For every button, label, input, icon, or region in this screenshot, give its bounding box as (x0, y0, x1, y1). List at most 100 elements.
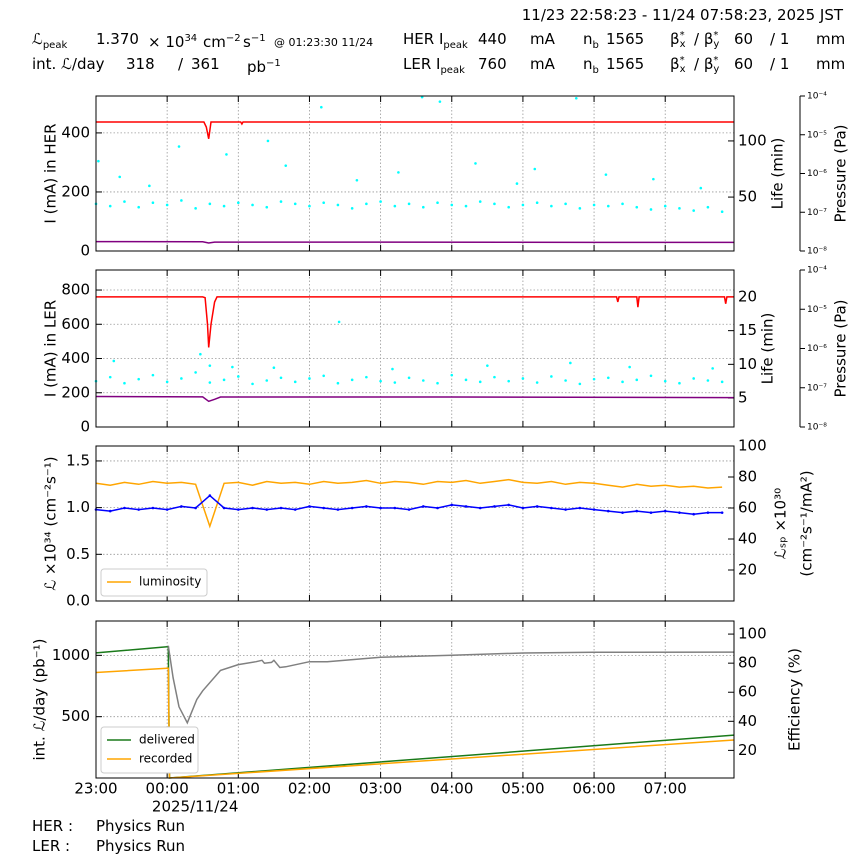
data-point (521, 377, 525, 380)
y-tick-label: 400 (61, 349, 90, 367)
y-tick-label: 0.0 (66, 592, 90, 610)
data-point (151, 373, 155, 377)
data-point (222, 378, 226, 382)
x-tick-label: 01:00 (217, 780, 260, 798)
data-point (478, 506, 482, 510)
data-point (265, 205, 269, 209)
data-point (322, 374, 325, 378)
data-point (564, 508, 567, 511)
data-point (464, 505, 468, 508)
data-point (720, 511, 724, 514)
data-point (237, 508, 240, 511)
data-point (486, 364, 489, 367)
data-point (493, 505, 496, 508)
data-point (450, 203, 454, 207)
data-point (578, 506, 582, 510)
data-point (379, 379, 382, 383)
data-point (606, 376, 610, 380)
y-tick-label: 800 (61, 281, 90, 299)
data-point (515, 182, 519, 185)
y2-axis-label: Life (min) (759, 313, 777, 385)
data-point (621, 511, 624, 514)
y-tick-label: 400 (61, 123, 90, 141)
data-point (194, 371, 197, 374)
data-point (194, 506, 197, 510)
data-point (222, 204, 226, 208)
y2-tick-label: 20 (738, 561, 757, 579)
data-point (265, 379, 269, 382)
data-point (308, 204, 311, 208)
data-point (706, 511, 710, 514)
data-point (535, 381, 539, 384)
data-point (592, 377, 596, 381)
data-point (678, 511, 681, 514)
data-point (720, 210, 724, 213)
data-point (108, 509, 112, 513)
y2-tick-label: 5 (738, 389, 748, 407)
data-point (564, 202, 567, 206)
data-point (507, 379, 510, 383)
series-group (94, 296, 735, 403)
data-point (165, 380, 169, 384)
data-point (606, 204, 610, 208)
data-point (137, 377, 140, 381)
data-point (550, 375, 553, 378)
y3-axis-label: Pressure (Pa) (832, 124, 850, 222)
data-point (350, 207, 354, 210)
data-point (436, 506, 439, 510)
data-point (251, 382, 254, 386)
y-tick-label: 0 (80, 242, 90, 260)
data-point (521, 203, 525, 207)
data-point (151, 506, 155, 510)
plot-frame (95, 620, 735, 779)
x-tick-label: 05:00 (501, 780, 544, 798)
data-point (222, 506, 226, 510)
y3-tick-label: 10⁻⁶ (807, 344, 827, 354)
y2-tick-label: 20 (738, 741, 757, 759)
series-line (95, 395, 735, 403)
data-point (450, 503, 454, 507)
y2-tick-label: 80 (738, 654, 757, 672)
data-point (464, 378, 468, 382)
data-point (422, 205, 425, 209)
series-line (95, 478, 723, 529)
y2-tick-label: 50 (738, 188, 757, 206)
data-point (225, 153, 228, 156)
data-point (493, 375, 496, 379)
series-group (94, 478, 724, 529)
data-point (265, 508, 269, 511)
data-point (678, 381, 681, 385)
data-point (112, 359, 116, 363)
data-point (606, 509, 610, 513)
data-point (393, 506, 397, 510)
data-point (355, 178, 359, 182)
data-point (208, 494, 212, 497)
series-line (95, 494, 723, 515)
data-point (678, 207, 681, 210)
data-point (393, 204, 397, 208)
y2-axis-label: Life (min) (769, 138, 787, 210)
x-tick-label: 07:00 (644, 780, 687, 798)
x-tick-label: 04:00 (430, 780, 473, 798)
data-point (720, 380, 724, 384)
y2-axis-label: (cm⁻²s⁻¹/mA²) (798, 470, 816, 576)
data-point (711, 367, 714, 370)
data-point (604, 173, 608, 176)
data-point (550, 506, 553, 510)
y-axis-label: int. ℒ/day (pb⁻¹) (31, 639, 49, 761)
series-line (96, 121, 734, 139)
y3-tick-label: 10⁻⁴ (807, 266, 827, 276)
y3-tick-label: 10⁻⁷ (807, 383, 827, 393)
y2-tick-label: 60 (738, 683, 757, 701)
data-point (365, 505, 368, 508)
data-point (336, 203, 340, 207)
data-point (336, 381, 340, 385)
data-point (592, 508, 596, 511)
data-point (108, 375, 112, 379)
series-line (96, 296, 734, 348)
y2-tick-label: 80 (738, 468, 757, 486)
data-point (123, 381, 126, 385)
data-point (397, 171, 400, 174)
data-point (180, 505, 183, 508)
data-point (635, 378, 639, 382)
